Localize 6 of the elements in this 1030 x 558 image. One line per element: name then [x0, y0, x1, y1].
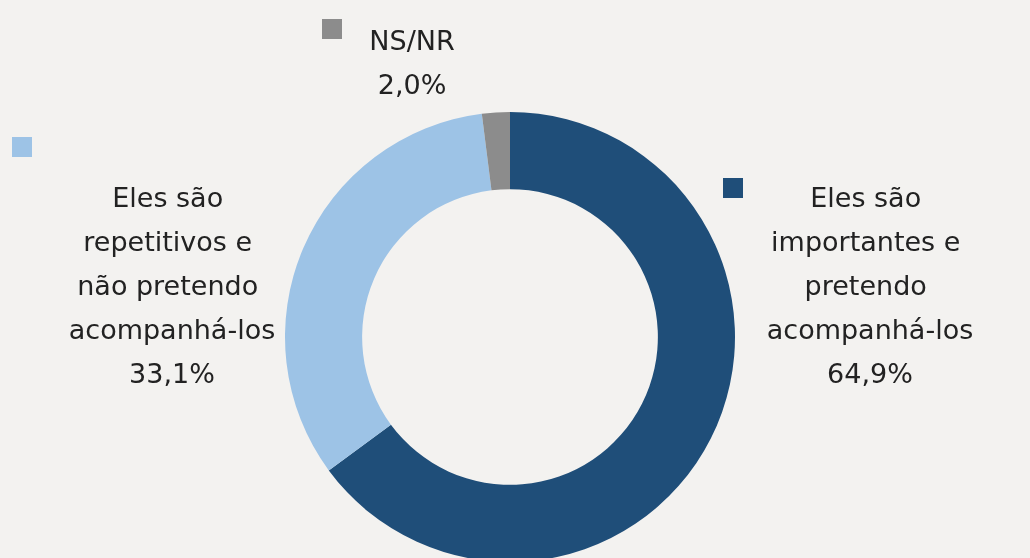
slice-label: Eles são importantes e pretendo acompanhá-los [766, 181, 974, 345]
legend-label: NS/NR [369, 24, 455, 56]
data-label: 64,9% [827, 357, 913, 389]
data-label: 33,1% [129, 357, 215, 389]
slice-label: Eles são repetitivos e não pretendo acompanhá-los [68, 181, 276, 345]
data-label: 2,0% [377, 68, 447, 100]
